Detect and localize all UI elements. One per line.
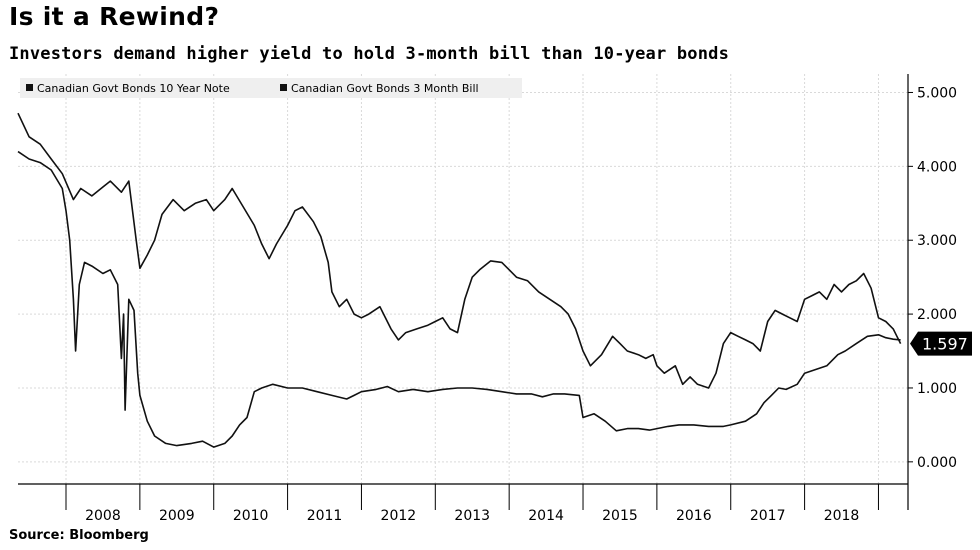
- y-tick-label-0: 0.000: [917, 455, 957, 471]
- x-tick-label-2012: 2012: [381, 508, 417, 524]
- legend-label-3m: Canadian Govt Bonds 3 Month Bill: [291, 82, 479, 95]
- x-tick-label-2009: 2009: [159, 508, 195, 524]
- y-tick-label-1: 1.000: [917, 381, 957, 397]
- y-tick-label-3: 3.000: [917, 233, 957, 249]
- last-value-badge: 1.597: [910, 331, 972, 356]
- chart-title: Is it a Rewind?: [9, 2, 220, 31]
- grid-lines: [18, 74, 908, 484]
- x-tick-label-2017: 2017: [750, 508, 786, 524]
- last-value-label: 1.597: [922, 335, 968, 354]
- legend-swatch-3m: [280, 84, 287, 91]
- x-tick-label-2010: 2010: [233, 508, 269, 524]
- x-tick-label-2018: 2018: [824, 508, 860, 524]
- y-tick-label-2: 2.000: [917, 307, 957, 323]
- x-tick-label-2011: 2011: [307, 508, 343, 524]
- y-axis: 0.000 1.000 2.000 3.000 4.000 5.000: [908, 85, 957, 471]
- x-tick-label-2016: 2016: [676, 508, 712, 524]
- y-tick-label-4: 4.000: [917, 159, 957, 175]
- x-tick-label-2008: 2008: [85, 508, 121, 524]
- x-tick-label-2015: 2015: [602, 508, 638, 524]
- y-tick-label-5: 5.000: [917, 85, 957, 101]
- source-note: Source: Bloomberg: [9, 528, 149, 543]
- legend-label-10y: Canadian Govt Bonds 10 Year Note: [37, 82, 230, 95]
- legend: Canadian Govt Bonds 10 Year Note Canadia…: [20, 78, 522, 98]
- legend-background: [20, 78, 522, 98]
- x-axis: 2008 2009 2010 2011 2012 2013 2014 2015 2016 2017…: [65, 484, 879, 524]
- x-tick-label-2014: 2014: [528, 508, 564, 524]
- x-tick-label-2013: 2013: [454, 508, 490, 524]
- last-value-badge-shape: [910, 331, 972, 356]
- series-layer: [17, 112, 902, 448]
- chart-subtitle: Investors demand higher yield to hold 3-…: [9, 44, 730, 64]
- series-line-1: [17, 150, 901, 448]
- legend-swatch-10y: [26, 84, 33, 91]
- plot-frame: [18, 74, 909, 510]
- series-line-0: [17, 112, 902, 389]
